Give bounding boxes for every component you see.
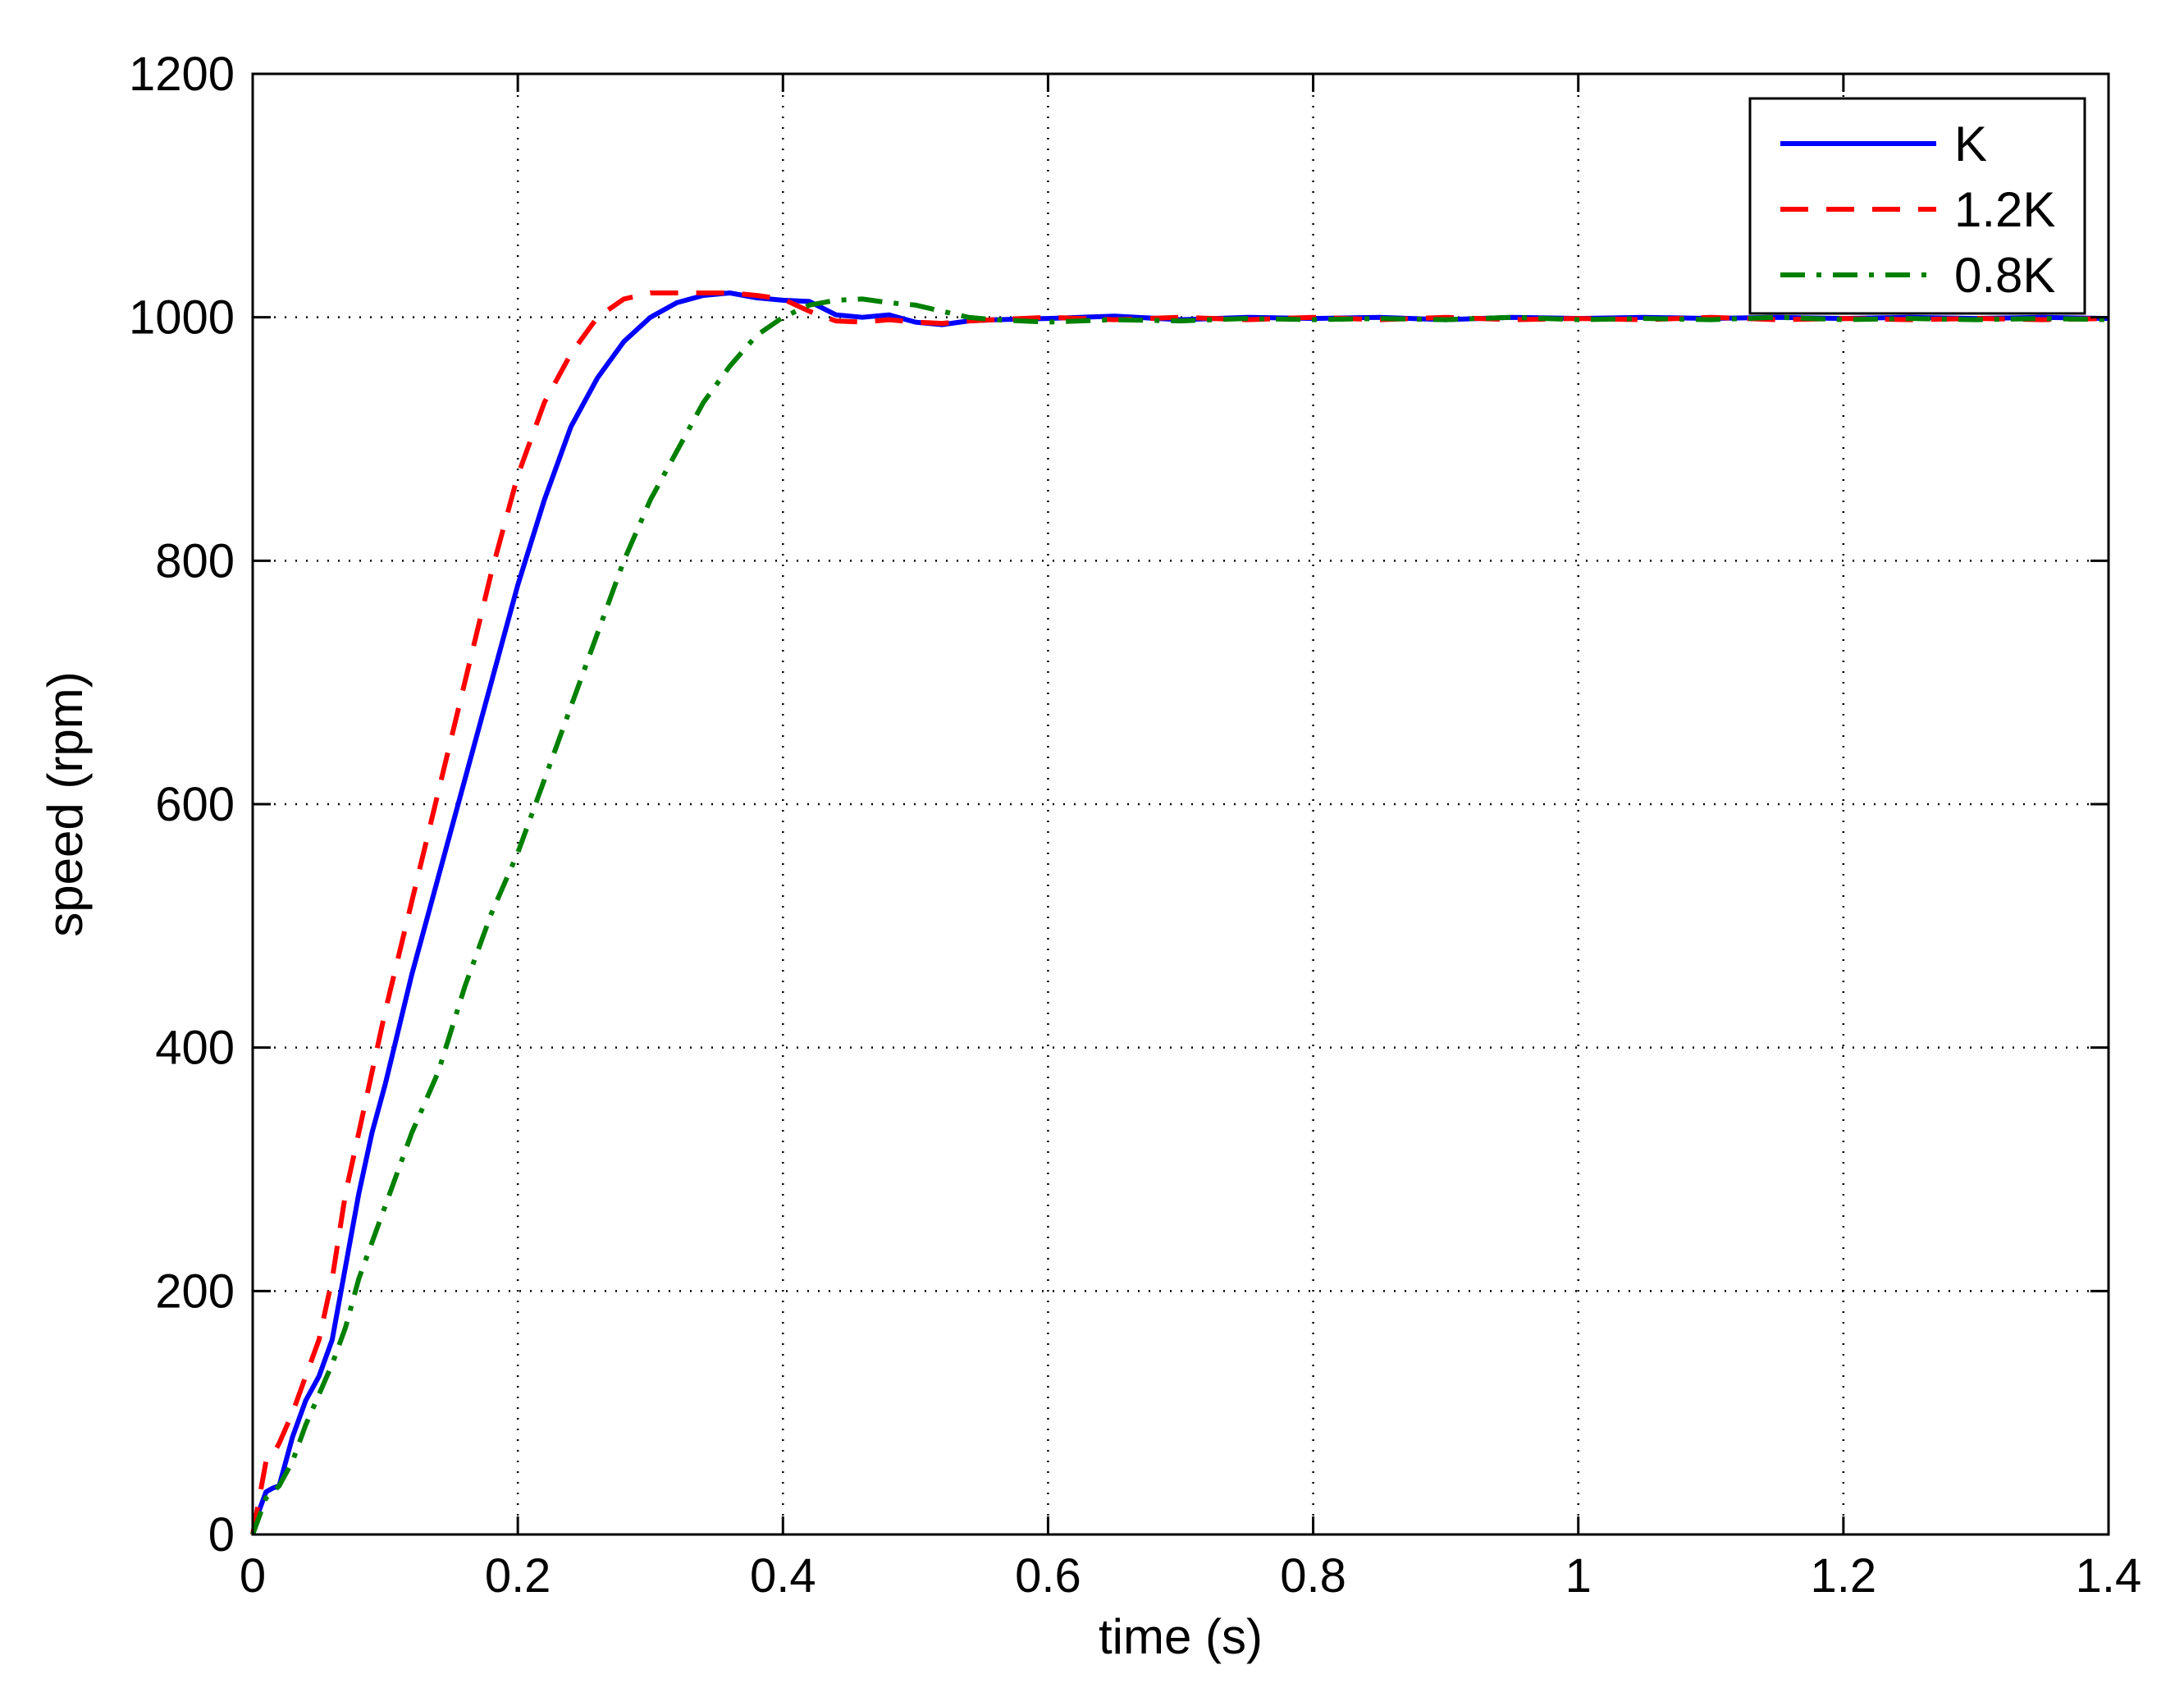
y-tick-label: 1000 <box>129 291 235 345</box>
x-tick-label: 1.4 <box>2076 1549 2142 1603</box>
x-tick-label: 0.6 <box>1015 1549 1081 1603</box>
y-tick-label: 0 <box>208 1508 235 1562</box>
y-tick-label: 800 <box>155 534 235 588</box>
x-tick-labels: 0 0.2 0.4 0.6 0.8 1 1.2 1.4 <box>240 1549 2141 1603</box>
y-tick-label: 400 <box>155 1022 235 1075</box>
series-line-0-8k <box>250 296 2109 1536</box>
legend-label: 1.2K <box>1954 182 2055 237</box>
x-tick-label: 1.2 <box>1811 1549 1877 1603</box>
axis-ticks <box>251 72 2110 1536</box>
y-tick-label: 200 <box>155 1265 235 1318</box>
x-axis-label: time (s) <box>1099 1609 1263 1664</box>
y-tick-label: 1200 <box>129 48 235 101</box>
x-tick-label: 0 <box>240 1549 266 1603</box>
x-tick-label: 0.4 <box>750 1549 816 1603</box>
series-lines <box>250 290 2109 1536</box>
x-tick-label: 0.8 <box>1280 1549 1346 1603</box>
x-tick-label: 0.2 <box>485 1549 551 1603</box>
y-axis-label: speed (rpm) <box>38 671 93 936</box>
legend: K 1.2K 0.8K <box>1748 97 2086 315</box>
legend-label: 0.8K <box>1954 248 2055 303</box>
legend-label: K <box>1954 117 1987 172</box>
y-tick-labels: 0 200 400 600 800 1000 1200 <box>129 48 235 1562</box>
y-tick-label: 600 <box>155 778 235 831</box>
legend-box <box>1748 97 2086 315</box>
x-tick-label: 1 <box>1565 1549 1592 1603</box>
